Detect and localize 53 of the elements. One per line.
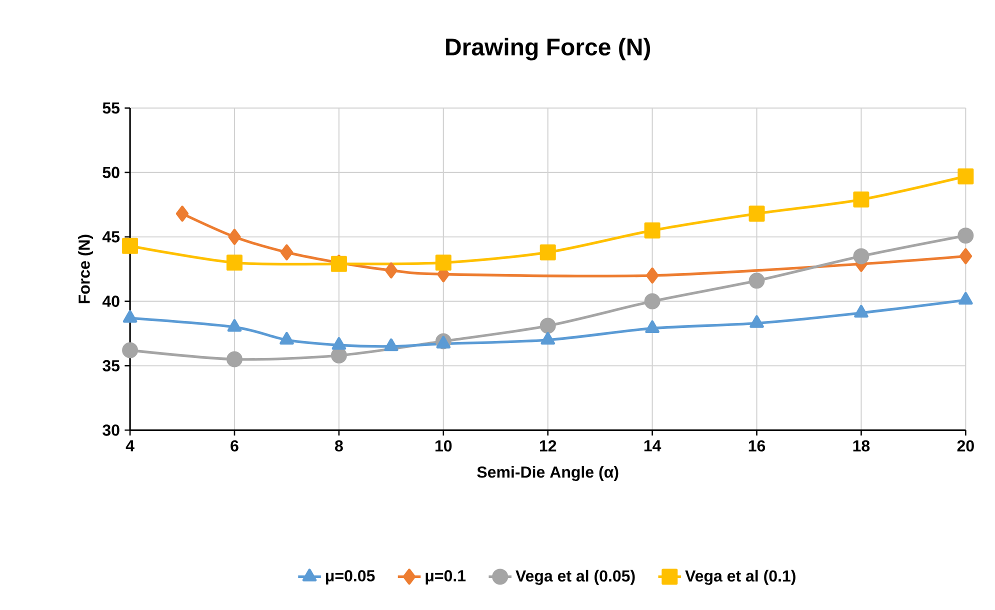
x-axis-title: Semi-Die Angle (α) — [477, 466, 618, 481]
point — [748, 272, 765, 289]
point — [853, 248, 870, 264]
point — [646, 267, 659, 284]
point — [644, 222, 660, 238]
point — [958, 292, 973, 305]
chart-title: Drawing Force (N) — [446, 38, 650, 60]
point — [332, 337, 346, 350]
y-tick-label: 40 — [102, 296, 120, 307]
point — [540, 332, 555, 345]
x-tick-label: 16 — [748, 440, 766, 452]
point — [226, 254, 242, 271]
legend-label: Vega et al (0.05) — [516, 570, 635, 585]
point — [435, 254, 452, 271]
point — [540, 318, 556, 334]
x-tick-label: 10 — [436, 440, 452, 452]
point — [226, 351, 242, 368]
point — [645, 320, 660, 333]
x-tick-label: 8 — [335, 440, 343, 452]
point — [540, 244, 556, 260]
y-axis-title: Force (N) — [78, 234, 94, 304]
point — [280, 244, 294, 260]
y-tick-label: 50 — [102, 166, 120, 178]
x-tick-label: 20 — [957, 440, 974, 452]
point — [176, 206, 189, 222]
legend-label: μ=0.1 — [426, 570, 466, 584]
x-tick-label: 4 — [126, 440, 134, 452]
x-tick-label: 12 — [540, 440, 556, 452]
point — [122, 342, 138, 358]
point — [384, 338, 398, 351]
point — [750, 315, 764, 328]
point — [854, 304, 868, 318]
point — [227, 318, 242, 332]
point — [853, 191, 870, 208]
point — [748, 206, 765, 222]
point — [384, 262, 398, 278]
y-tick-label: 30 — [102, 424, 120, 436]
x-tick-label: 14 — [644, 440, 662, 452]
y-tick-label: 55 — [102, 102, 120, 114]
point — [958, 227, 974, 244]
point — [122, 310, 138, 323]
point — [122, 238, 138, 254]
point — [644, 293, 660, 310]
point — [958, 168, 974, 184]
x-tick-label: 6 — [230, 440, 238, 452]
y-tick-label: 35 — [102, 360, 120, 372]
point — [280, 332, 294, 345]
y-tick-label: 45 — [102, 231, 120, 242]
point — [228, 228, 241, 245]
legend-label: Vega et al (0.1) — [685, 570, 796, 585]
legend-label: μ=0.05 — [326, 570, 375, 584]
point — [959, 248, 972, 264]
x-tick-label: 18 — [853, 440, 870, 452]
